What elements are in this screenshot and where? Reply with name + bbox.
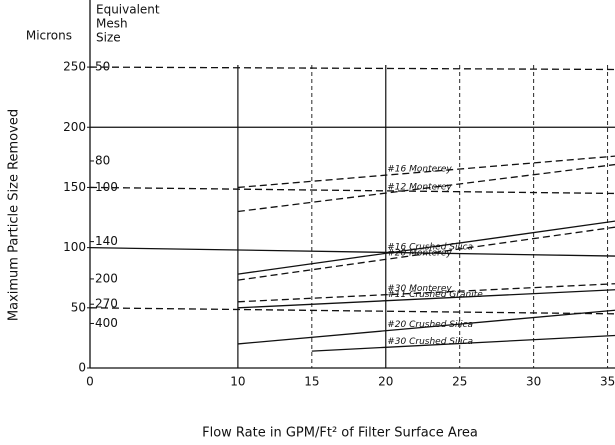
y2-tick-label: 270 bbox=[95, 297, 118, 311]
x-tick-label: 30 bbox=[526, 375, 541, 389]
series-line bbox=[237, 283, 615, 303]
series-label: #30 Crushed Silica bbox=[387, 337, 473, 347]
series-label: #16 Monterey bbox=[387, 165, 452, 175]
y2-header: Mesh bbox=[96, 17, 128, 31]
y2-header: Size bbox=[96, 31, 121, 45]
series-label: #20 Monterey bbox=[387, 249, 452, 259]
series-line bbox=[311, 334, 615, 352]
x-tick-label: 35 bbox=[600, 375, 615, 389]
x-tick-label: 25 bbox=[452, 375, 467, 389]
series-label: #12 Monterey bbox=[387, 182, 452, 192]
x-tick-label: 20 bbox=[378, 375, 393, 389]
series-line bbox=[89, 186, 615, 195]
series-label: #20 Crushed Silica bbox=[387, 320, 473, 330]
series-line bbox=[237, 309, 615, 345]
series-line bbox=[237, 226, 615, 281]
x-tick-label: 15 bbox=[304, 375, 319, 389]
y2-tick-label: 100 bbox=[95, 180, 118, 194]
series-line bbox=[237, 289, 615, 309]
series-label: #11 Crushed Granite bbox=[387, 290, 483, 300]
y-tick-label: 0 bbox=[78, 361, 86, 375]
x-tick-label: 0 bbox=[86, 375, 94, 389]
y-tick-label: 250 bbox=[63, 60, 86, 74]
series-line bbox=[237, 220, 615, 275]
y-axis-label: Maximum Particle Size Removed bbox=[7, 109, 22, 321]
x-axis-label: Flow Rate in GPM/Ft² of Filter Surface A… bbox=[202, 426, 478, 441]
y-header: Microns bbox=[26, 29, 72, 43]
y-tick-label: 100 bbox=[63, 240, 86, 254]
series-line bbox=[89, 307, 615, 315]
x-tick-label: 10 bbox=[230, 375, 245, 389]
series-line bbox=[89, 66, 615, 71]
series-label: #16 Crushed Silica bbox=[387, 243, 473, 253]
y2-tick-label: 400 bbox=[95, 316, 118, 330]
series-line bbox=[237, 155, 615, 189]
series-line bbox=[237, 163, 615, 213]
y-tick-label: 150 bbox=[63, 180, 86, 194]
y2-tick-label: 200 bbox=[95, 271, 118, 285]
series-line bbox=[89, 246, 615, 257]
y2-tick-label: 80 bbox=[95, 153, 110, 167]
y2-tick-label: 140 bbox=[95, 234, 118, 248]
y-tick-label: 50 bbox=[71, 300, 86, 314]
series-label: #30 Monterey bbox=[387, 284, 452, 294]
y-tick-label: 200 bbox=[63, 120, 86, 134]
y2-header: Equivalent bbox=[96, 3, 160, 17]
